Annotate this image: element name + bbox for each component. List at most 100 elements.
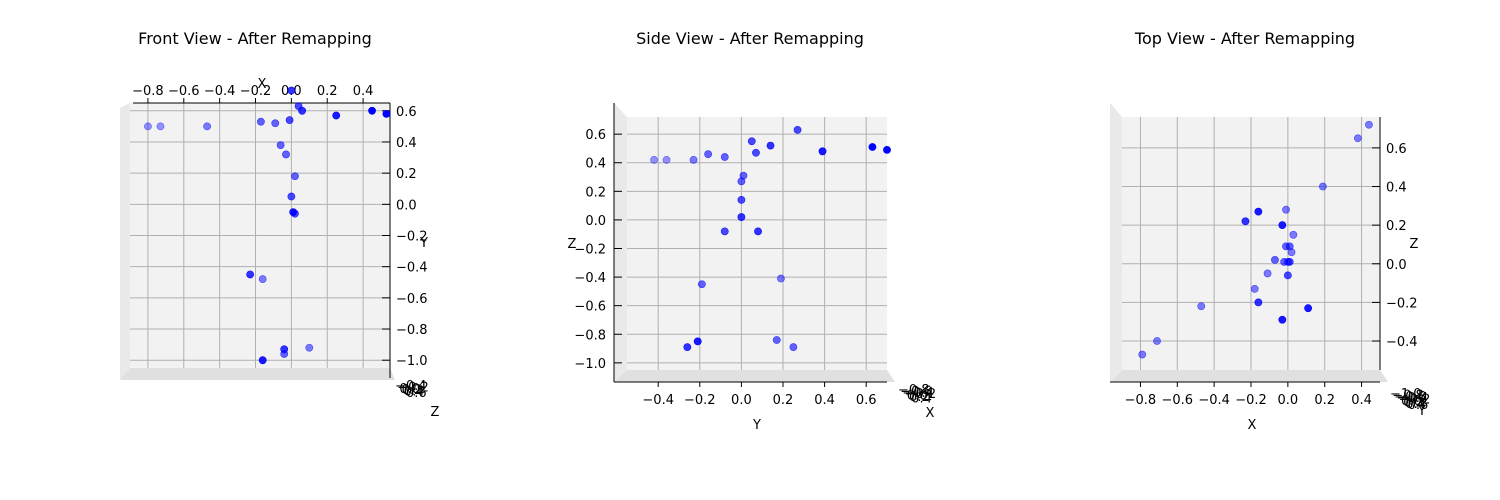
data-point	[1254, 298, 1263, 307]
side-pane	[1110, 103, 1122, 382]
data-point	[276, 141, 285, 149]
x-axis-label: Y	[752, 418, 761, 433]
data-point	[818, 147, 827, 156]
data-point	[737, 196, 746, 204]
z-axis-label: Z	[431, 405, 440, 420]
data-point	[246, 270, 255, 279]
data-point	[697, 280, 706, 289]
z-tick-label: −1.0	[1390, 387, 1422, 402]
x-tick-label: −0.8	[132, 84, 164, 99]
y-tick-label: 0.2	[396, 167, 417, 182]
data-point	[258, 356, 267, 365]
data-point	[683, 343, 692, 352]
y-tick-label: 0.2	[1386, 219, 1407, 234]
data-point	[282, 150, 290, 159]
data-point	[1289, 230, 1298, 239]
data-point	[1318, 182, 1327, 191]
x-tick-label: −0.6	[168, 84, 200, 99]
z-tick-label: 0.0	[1401, 394, 1422, 409]
x-tick-label: −0.6	[1161, 393, 1193, 408]
y-tick-label: −0.4	[1386, 335, 1418, 350]
z-tick-label: −0.2	[905, 387, 937, 402]
data-point	[793, 125, 802, 134]
data-point	[305, 343, 314, 352]
data-point	[1365, 120, 1373, 129]
data-point	[382, 110, 391, 118]
x-tick-label: −0.4	[642, 393, 674, 408]
z-tick-label: −0.4	[1397, 391, 1429, 406]
data-point	[258, 275, 267, 284]
data-point	[256, 117, 265, 126]
y-tick-label: −0.2	[574, 243, 606, 258]
z-tick-label: 0.2	[402, 383, 423, 398]
front-view-panel: Front View - After Remapping −0.8 −0.6 −0.…	[120, 29, 440, 420]
x-tick-label: −0.8	[1125, 393, 1157, 408]
x-tick-label: −0.4	[204, 84, 236, 99]
data-point	[766, 141, 775, 150]
side-view-panel: Side View - After Remapping −0.4 −0.2 0.0 0…	[568, 29, 937, 433]
z-tick-label: −0.2	[397, 380, 429, 395]
z-tick-label: 0.0	[399, 382, 420, 397]
data-point	[1254, 207, 1263, 216]
y-tick-label: −0.8	[574, 328, 606, 343]
data-point	[144, 122, 152, 131]
z-tick-label: 0.6	[1408, 398, 1429, 413]
data-point	[1353, 134, 1362, 143]
data-point	[291, 209, 299, 218]
z-tick-label: 0.4	[1405, 397, 1426, 412]
y-tick-label: 0.2	[585, 185, 606, 200]
y-tick-label: 0.4	[585, 157, 606, 172]
y-tick-label: −0.6	[396, 292, 428, 307]
data-point	[1278, 315, 1287, 324]
data-point	[1282, 205, 1290, 214]
data-point	[752, 148, 760, 157]
x-tick-label: −0.4	[1198, 393, 1230, 408]
z-tick-label: 0.4	[911, 391, 932, 406]
data-point	[291, 172, 299, 181]
data-point	[285, 116, 294, 125]
data-point	[287, 192, 296, 201]
data-point	[1197, 302, 1206, 311]
y-tick-label: −1.0	[396, 354, 428, 369]
data-point	[650, 155, 658, 164]
data-point	[1241, 217, 1250, 226]
x-axis-label: X	[258, 77, 267, 92]
x-tick-label: 0.0	[731, 393, 752, 408]
data-point	[720, 227, 729, 236]
data-point	[662, 155, 671, 164]
data-point	[1278, 221, 1287, 230]
x-tick-label: −0.2	[240, 84, 272, 99]
y-tick-label: 0.4	[1386, 181, 1407, 196]
z-tick-label: −0.4	[395, 379, 427, 394]
z-tick-label: 0.2	[909, 390, 930, 405]
bottom-pane	[120, 368, 395, 380]
data-point	[1283, 271, 1292, 280]
data-point	[704, 150, 713, 159]
z-tick-label: 0.4	[404, 385, 425, 400]
z-tick-label: −0.8	[1392, 388, 1424, 403]
z-tick-label: −0.6	[900, 384, 932, 399]
side-pane	[614, 103, 627, 382]
z-tick-label: −0.8	[898, 383, 930, 398]
chart-title: Top View - After Remapping	[1134, 29, 1355, 48]
y-tick-label: 0.6	[396, 105, 417, 120]
data-point	[772, 336, 781, 344]
data-point	[737, 177, 746, 186]
side-pane	[120, 103, 130, 380]
data-point	[280, 350, 289, 358]
z-tick-label: −0.4	[902, 386, 934, 401]
data-point	[883, 145, 891, 154]
y-tick-label: 0.6	[585, 128, 606, 143]
x-tick-label: 0.4	[814, 393, 835, 408]
y-tick-label: −0.2	[396, 230, 428, 245]
y-tick-label: 0.4	[396, 136, 417, 151]
x-tick-label: −0.2	[1235, 393, 1267, 408]
data-point	[287, 86, 296, 95]
x-axis-label: X	[1248, 418, 1257, 433]
bottom-pane	[1110, 370, 1388, 382]
y-tick-label: 0.0	[396, 198, 417, 213]
data-point	[1153, 337, 1161, 345]
z-tick-label: −0.6	[1394, 390, 1426, 405]
chart-title: Front View - After Remapping	[138, 29, 372, 48]
x-tick-label: 0.0	[1278, 393, 1299, 408]
